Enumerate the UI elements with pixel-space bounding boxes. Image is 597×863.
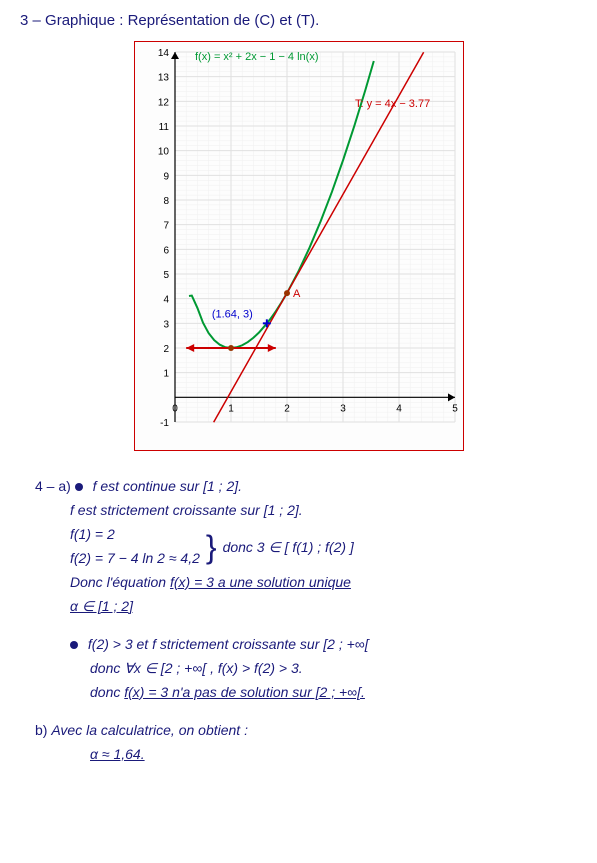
svg-text:13: 13 <box>157 72 169 83</box>
svg-text:4: 4 <box>163 294 169 305</box>
svg-text:A: A <box>293 288 301 300</box>
q4a-heading-row: 4 – a) f est continue sur [1 ; 2]. <box>35 476 577 497</box>
svg-text:5: 5 <box>163 270 169 281</box>
svg-text:(1.64, 3): (1.64, 3) <box>211 308 252 320</box>
q4a-b2-l1: donc ∀x ∈ [2 ; +∞[ , f(x) > f(2) > 3. <box>35 658 577 679</box>
spacer <box>35 706 577 720</box>
q4a-l0: f est continue sur [1 ; 2]. <box>93 478 242 494</box>
q4b-result: α ≈ 1,64. <box>35 744 577 765</box>
q4a-l3: f(2) = 7 − 4 ln 2 ≈ 4,2 <box>70 548 200 569</box>
q4a-l5: Donc l'équation <box>70 574 166 590</box>
bullet-icon <box>75 483 83 491</box>
spacer <box>35 620 577 634</box>
svg-text:6: 6 <box>163 245 169 256</box>
svg-text:f(x) = x² + 2x − 1 − 4 ln(x): f(x) = x² + 2x − 1 − 4 ln(x) <box>195 51 319 63</box>
svg-text:2: 2 <box>284 403 290 414</box>
svg-text:3: 3 <box>340 403 346 414</box>
chart-frame: 012345-11234567891011121314f(x) = x² + 2… <box>134 41 464 451</box>
svg-text:2: 2 <box>163 344 169 355</box>
svg-text:1: 1 <box>228 403 234 414</box>
q4b-heading: b) <box>35 722 47 738</box>
svg-text:7: 7 <box>163 220 169 231</box>
question-4: 4 – a) f est continue sur [1 ; 2]. f est… <box>20 476 577 765</box>
q4b-row: b) Avec la calculatrice, on obtient : <box>35 720 577 741</box>
bullet-icon <box>70 641 78 649</box>
svg-text:14: 14 <box>157 48 169 59</box>
svg-text:8: 8 <box>163 196 169 207</box>
q4a-b2-row2: donc f(x) = 3 n'a pas de solution sur [2… <box>35 682 577 703</box>
q4a-l2: f(1) = 2 <box>70 524 200 545</box>
q4a-l1: f est strictement croissante sur [1 ; 2]… <box>35 500 577 521</box>
chart-svg: 012345-11234567891011121314f(x) = x² + 2… <box>135 42 465 452</box>
q3-text: Graphique : Représentation de (C) et (T)… <box>45 12 319 29</box>
q3-number: 3 – <box>20 12 41 29</box>
q4a-b2-l0: f(2) > 3 et f strictement croissante sur… <box>88 636 369 652</box>
svg-text:-1: -1 <box>160 418 169 429</box>
q4a-b2-row0: f(2) > 3 et f strictement croissante sur… <box>35 634 577 655</box>
q4a-l6: f(x) = 3 a une solution unique <box>170 574 351 590</box>
svg-text:9: 9 <box>163 171 169 182</box>
q4b-text: Avec la calculatrice, on obtient : <box>51 722 248 738</box>
question-3-title: 3 – Graphique : Représentation de (C) et… <box>20 10 577 33</box>
q4a-l4: donc 3 ∈ [ f(1) ; f(2) ] <box>223 537 354 558</box>
q4a-brace-left: f(1) = 2 f(2) = 7 − 4 ln 2 ≈ 4,2 <box>70 524 200 572</box>
svg-text:0: 0 <box>172 403 178 414</box>
q4a-conclusion: Donc l'équation f(x) = 3 a une solution … <box>35 572 577 593</box>
q4a-brace-block: f(1) = 2 f(2) = 7 − 4 ln 2 ≈ 4,2 } donc … <box>35 524 577 572</box>
svg-text:4: 4 <box>396 403 402 414</box>
brace-icon: } <box>206 535 217 561</box>
q4a-l7: α ∈ [1 ; 2] <box>35 596 577 617</box>
q4a-heading: 4 – a) <box>35 478 71 494</box>
svg-text:5: 5 <box>452 403 458 414</box>
svg-text:12: 12 <box>157 97 169 108</box>
q4a-b2-l3: f(x) = 3 n'a pas de solution sur [2 ; +∞… <box>124 684 365 700</box>
q4a-b2-l2: donc <box>90 684 120 700</box>
svg-text:11: 11 <box>158 122 169 133</box>
svg-text:1: 1 <box>163 368 169 379</box>
svg-text:T: y = 4x − 3.77: T: y = 4x − 3.77 <box>355 98 430 110</box>
svg-text:3: 3 <box>163 319 169 330</box>
svg-text:10: 10 <box>157 146 169 157</box>
